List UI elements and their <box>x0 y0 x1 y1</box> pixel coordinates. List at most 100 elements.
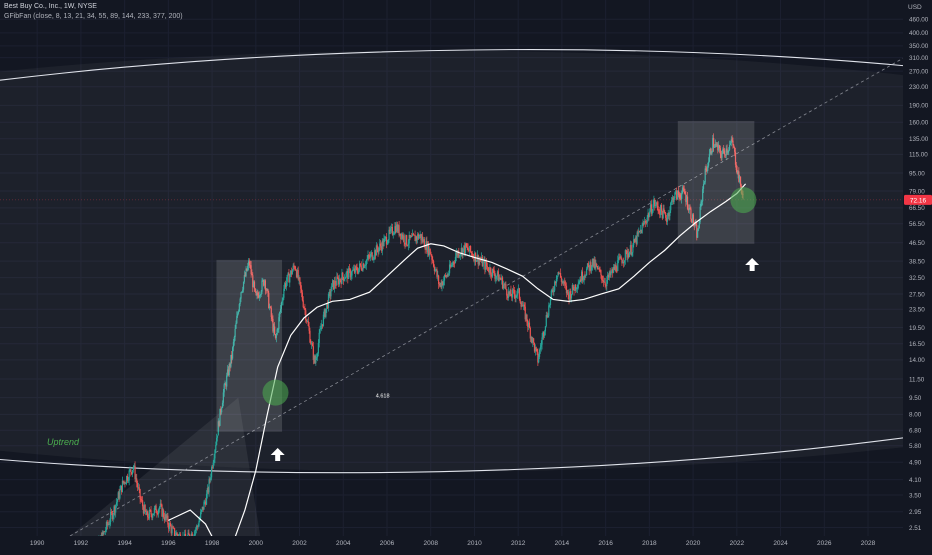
candle-body <box>583 280 584 281</box>
candle-body <box>387 243 388 244</box>
price-tick-label: 32.50 <box>909 275 925 282</box>
candle-body <box>551 291 552 298</box>
candle-body <box>565 284 566 286</box>
candle-body <box>430 254 431 255</box>
time-tick-label: 2010 <box>467 540 482 547</box>
candle-body <box>451 265 452 266</box>
candle-body <box>390 228 391 231</box>
candle-body <box>348 268 349 279</box>
time-tick-label: 2028 <box>861 540 876 547</box>
candle-body <box>545 326 546 331</box>
price-tick-label: 400.00 <box>909 30 929 37</box>
highlight-box-2021 <box>678 121 755 244</box>
time-tick-label: 1994 <box>117 540 132 547</box>
time-axis-bg <box>0 536 932 550</box>
candle-body <box>215 445 216 450</box>
candle-body <box>303 300 304 307</box>
time-tick-label: 2002 <box>292 540 307 547</box>
time-tick-label: 2022 <box>730 540 745 547</box>
candle-body <box>629 252 630 257</box>
price-tick-label: 95.00 <box>909 170 925 177</box>
time-tick-label: 2008 <box>423 540 438 547</box>
candle-body <box>115 505 116 513</box>
price-tick-label: 66.50 <box>909 205 925 212</box>
candle-body <box>158 509 159 513</box>
candle-body <box>309 326 310 331</box>
circle-marker-2000 <box>262 380 288 406</box>
candle-body <box>308 321 309 326</box>
candle-body <box>605 282 606 285</box>
candle-body <box>153 513 154 515</box>
candle-body <box>155 506 156 513</box>
price-tick-label: 310.00 <box>909 55 929 62</box>
candle-body <box>372 252 373 259</box>
price-tick-label: 27.50 <box>909 291 925 298</box>
candle-body <box>571 294 572 298</box>
candle-body <box>303 307 304 308</box>
price-tick-label: 460.00 <box>909 16 929 23</box>
candle-body <box>161 504 162 505</box>
highlight-box-2000 <box>216 260 282 432</box>
price-tick-label: 23.50 <box>909 307 925 314</box>
candle-body <box>171 528 172 534</box>
candle-body <box>328 294 329 308</box>
candle-body <box>358 268 359 273</box>
time-tick-label: 2000 <box>249 540 264 547</box>
circle-marker-2022 <box>730 187 756 213</box>
candle-body <box>578 283 579 284</box>
time-tick-label: 1998 <box>205 540 220 547</box>
candle-body <box>549 305 550 306</box>
candle-body <box>217 435 218 437</box>
candle-body <box>476 260 477 262</box>
price-axis[interactable]: USD460.00400.00350.00310.00270.00230.001… <box>903 0 932 550</box>
candle-body <box>198 526 199 527</box>
candle-body <box>163 510 164 517</box>
candle-body <box>404 235 405 242</box>
candle-body <box>454 263 455 264</box>
time-tick-label: 2018 <box>642 540 657 547</box>
candle-body <box>553 291 554 292</box>
candle-body <box>137 483 138 488</box>
candle-body <box>356 267 357 271</box>
price-tick-label: 4.10 <box>909 477 922 484</box>
candle-body <box>140 499 141 500</box>
candle-body <box>550 298 551 305</box>
time-tick-label: 2012 <box>511 540 526 547</box>
candle-body <box>206 494 207 505</box>
candle-body <box>530 328 531 339</box>
candle-body <box>486 262 487 267</box>
candle-body <box>377 245 378 249</box>
uptrend-label: Uptrend <box>47 437 80 447</box>
candle-body <box>494 270 495 275</box>
candle-body <box>299 277 300 282</box>
candle-body <box>361 265 362 269</box>
candle-body <box>344 279 345 281</box>
time-tick-label: 2020 <box>686 540 701 547</box>
price-tick-label: 79.00 <box>909 188 925 195</box>
candle-body <box>516 294 517 295</box>
candle-body <box>671 200 672 203</box>
candle-body <box>407 245 408 246</box>
candle-body <box>356 266 357 267</box>
candle-body <box>130 469 131 472</box>
candle-body <box>317 353 318 356</box>
candle-body <box>147 511 148 517</box>
candle-body <box>492 269 493 277</box>
candle-body <box>488 267 489 271</box>
candle-body <box>561 277 562 281</box>
candle-body <box>453 262 454 263</box>
candle-body <box>667 218 668 222</box>
candle-body <box>388 240 389 243</box>
candle-body <box>631 252 632 254</box>
candle-body <box>366 260 367 265</box>
candle-body <box>568 290 569 295</box>
candle-body <box>305 310 306 320</box>
candle-body <box>360 264 361 266</box>
candle-body <box>573 285 574 289</box>
current-price-label: 72.16 <box>910 197 927 204</box>
candle-body <box>134 466 135 479</box>
candle-body <box>621 256 622 259</box>
